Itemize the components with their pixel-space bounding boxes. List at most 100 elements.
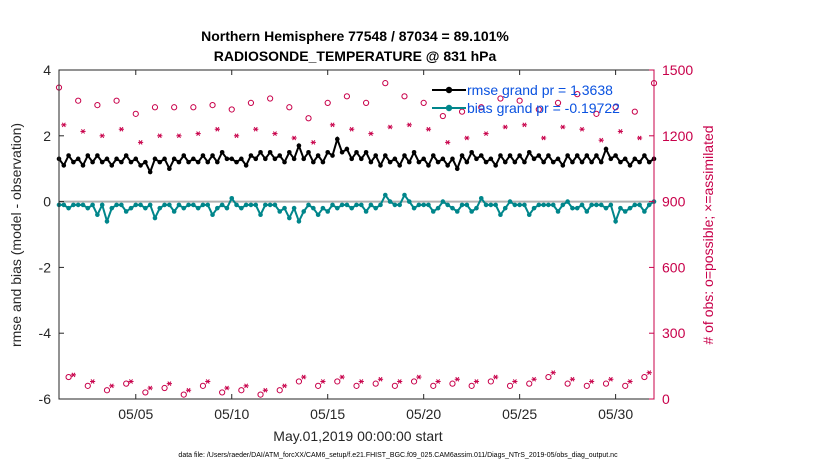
bias-point bbox=[171, 209, 177, 214]
obs-assimilated-point bbox=[502, 124, 508, 130]
bias-point bbox=[627, 205, 633, 211]
rmse-point bbox=[546, 153, 551, 158]
rmse-point bbox=[71, 159, 76, 165]
rmse-point bbox=[301, 156, 307, 162]
rmse-point bbox=[128, 159, 134, 165]
bias-point bbox=[464, 202, 470, 208]
bias-point bbox=[282, 205, 287, 211]
obs-possible-point bbox=[554, 99, 562, 107]
bias-point bbox=[416, 202, 422, 208]
rmse-point bbox=[311, 159, 316, 165]
obs-possible-point bbox=[631, 108, 638, 115]
asterisk-stroke bbox=[119, 126, 124, 132]
obs-assimilated-point bbox=[109, 383, 115, 389]
chart-title: Northern Hemisphere 77548 / 87034 = 89.1… bbox=[201, 28, 509, 44]
asterisk-stroke bbox=[138, 140, 143, 145]
rmse-point bbox=[589, 159, 594, 165]
bias-point bbox=[119, 202, 124, 208]
bias-point bbox=[195, 205, 201, 211]
bias-point bbox=[488, 202, 494, 208]
series-lines-layer bbox=[56, 135, 657, 225]
obs-assimilated-point bbox=[435, 379, 441, 384]
obs-assimilated-point bbox=[253, 126, 259, 132]
obs-assimilated-point bbox=[89, 379, 96, 384]
obs-assimilated-point bbox=[157, 133, 163, 139]
rmse-point bbox=[291, 156, 297, 162]
asterisk-stroke bbox=[628, 379, 632, 384]
obs-assimilated-point bbox=[176, 133, 182, 139]
bias-point bbox=[85, 205, 91, 211]
obs-possible-point bbox=[353, 382, 360, 389]
asterisk-stroke bbox=[234, 133, 239, 139]
bias-point bbox=[191, 202, 196, 208]
y-tick-label-right: 1200 bbox=[662, 128, 693, 144]
rmse-point bbox=[248, 153, 254, 158]
rmse-point bbox=[162, 156, 167, 162]
rmse-point bbox=[95, 153, 100, 158]
rmse-point bbox=[478, 153, 484, 158]
bias-point bbox=[267, 202, 273, 208]
bias-point bbox=[445, 202, 450, 208]
rmse-point bbox=[205, 159, 211, 165]
obs-possible-point bbox=[458, 108, 466, 115]
bias-point bbox=[387, 199, 393, 204]
rmse-point bbox=[147, 169, 153, 175]
bias-point bbox=[632, 202, 638, 208]
rmse-point bbox=[646, 159, 652, 165]
obs-possible-point bbox=[305, 115, 312, 122]
rmse-point bbox=[531, 156, 537, 162]
bias-point bbox=[200, 202, 206, 208]
asterisk-stroke bbox=[522, 122, 527, 128]
rmse-point bbox=[272, 156, 278, 162]
asterisk-stroke bbox=[253, 126, 258, 132]
rmse-point bbox=[282, 159, 287, 165]
bias-point bbox=[296, 219, 302, 224]
bias-point bbox=[315, 212, 321, 218]
bias-point bbox=[133, 202, 139, 208]
rmse-point bbox=[440, 156, 446, 162]
rmse-point bbox=[541, 159, 546, 165]
bias-point bbox=[411, 205, 417, 211]
obs-possible-point bbox=[362, 99, 370, 107]
asterisk-stroke bbox=[244, 383, 249, 389]
rmse-point bbox=[565, 153, 570, 158]
bias-point bbox=[215, 205, 220, 211]
bias-point bbox=[99, 202, 105, 208]
asterisk-stroke bbox=[426, 126, 431, 132]
rmse-point bbox=[191, 156, 196, 162]
asterisk-stroke bbox=[301, 374, 306, 380]
asterisk-stroke bbox=[551, 370, 556, 376]
x-tick-label: 05/20 bbox=[406, 406, 441, 422]
obs-possible-point bbox=[602, 380, 610, 387]
obs-assimilated-point bbox=[397, 379, 403, 384]
obs-assimilated-point bbox=[291, 135, 297, 141]
rmse-point bbox=[469, 149, 474, 155]
asterisk-stroke bbox=[378, 376, 383, 382]
obs-possible-point bbox=[545, 373, 552, 381]
asterisk-stroke bbox=[71, 372, 76, 378]
obs-assimilated-point bbox=[205, 379, 211, 384]
obs-possible-point bbox=[487, 378, 494, 385]
bias-point bbox=[637, 202, 642, 208]
obs-possible-point bbox=[449, 380, 456, 387]
bias-point bbox=[642, 209, 647, 214]
asterisk-stroke bbox=[157, 133, 162, 139]
y-tick-label-left: 2 bbox=[43, 128, 51, 144]
bias-point bbox=[440, 199, 446, 204]
rmse-point bbox=[378, 163, 383, 168]
rmse-point bbox=[488, 156, 494, 162]
bias-point bbox=[406, 199, 412, 204]
rmse-point bbox=[215, 159, 220, 165]
bias-point bbox=[325, 209, 331, 214]
bias-point bbox=[104, 219, 110, 224]
rmse-point bbox=[85, 153, 91, 158]
rmse-point bbox=[445, 163, 450, 168]
obs-assimilated-point bbox=[70, 372, 76, 378]
obs-possible-point bbox=[209, 101, 216, 109]
rmse-point bbox=[555, 156, 561, 162]
rmse-point bbox=[229, 156, 235, 162]
y-tick-label-right: 1500 bbox=[662, 62, 693, 78]
bias-point bbox=[224, 205, 230, 211]
x-tick-label: 05/05 bbox=[118, 406, 153, 422]
obs-possible-point bbox=[247, 99, 255, 107]
